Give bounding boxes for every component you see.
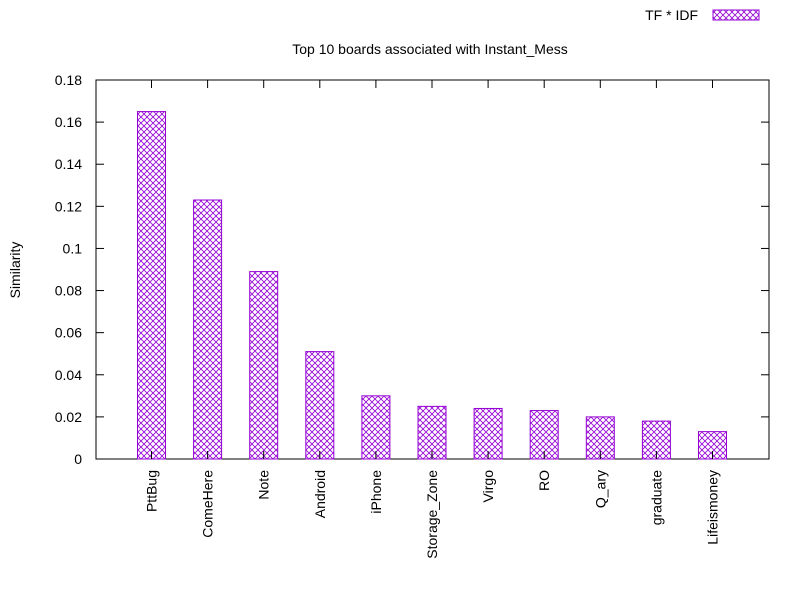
- legend: TF * IDF: [645, 7, 760, 23]
- bar-iphone: [361, 395, 391, 460]
- y-axis-label: Similarity: [7, 242, 23, 299]
- y-tick-label: 0.18: [55, 72, 82, 88]
- chart-title: Top 10 boards associated with Instant_Me…: [292, 41, 568, 57]
- y-tick-label: 0.04: [55, 367, 82, 383]
- x-tick-label: Q_ary: [592, 470, 608, 508]
- bars: [137, 111, 727, 460]
- legend-label: TF * IDF: [645, 7, 698, 23]
- x-tick-label: Android: [312, 470, 328, 518]
- x-tick-label: Lifeismoney: [705, 470, 721, 545]
- y-tick-label: 0.14: [55, 156, 82, 172]
- x-tick-label: RO: [536, 470, 552, 491]
- y-axis-ticks: 0 0.02 0.04 0.06 0.08 0.1 0.12 0.14 0.16 0.18: [55, 72, 769, 467]
- y-tick-label: 0: [74, 451, 82, 467]
- x-tick-label: graduate: [648, 470, 664, 525]
- bar-ro: [529, 410, 559, 460]
- y-tick-label: 0.08: [55, 283, 82, 299]
- x-tick-label: iPhone: [368, 470, 384, 514]
- x-tick-label: Storage_Zone: [424, 470, 440, 559]
- bar-note: [249, 271, 279, 460]
- x-tick-label: Note: [256, 470, 272, 500]
- x-axis-ticks: PttBug ComeHere Note Android iPhone Storage_Z…: [144, 80, 721, 559]
- y-tick-label: 0.06: [55, 325, 82, 341]
- x-tick-label: PttBug: [144, 470, 160, 512]
- legend-swatch: [712, 9, 760, 21]
- bar-comehere: [193, 199, 223, 460]
- x-tick-label: ComeHere: [200, 470, 216, 538]
- y-tick-label: 0.02: [55, 409, 82, 425]
- bar-android: [305, 351, 335, 460]
- x-tick-label: Virgo: [480, 470, 496, 503]
- y-tick-label: 0.1: [63, 240, 83, 256]
- y-tick-label: 0.16: [55, 114, 82, 130]
- bar-pttbug: [137, 111, 166, 460]
- y-tick-label: 0.12: [55, 198, 82, 214]
